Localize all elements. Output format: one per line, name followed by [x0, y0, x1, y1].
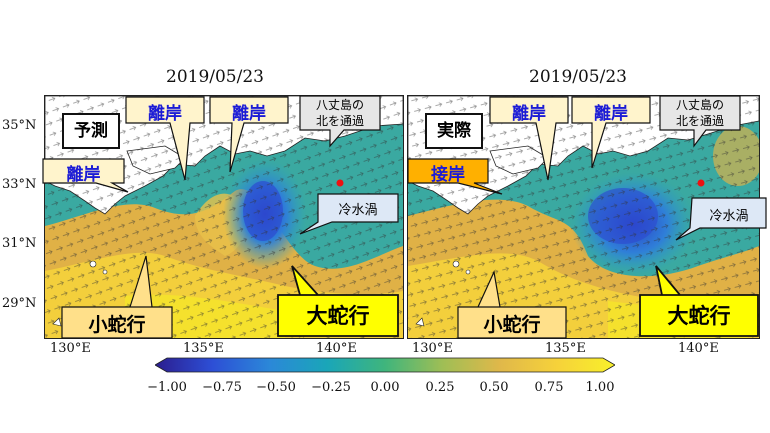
callout-hachijo-forecast: 八丈島の 北を通過: [315, 98, 364, 128]
callout-approach-actual: 接岸: [431, 165, 465, 185]
hachijo-marker: [697, 179, 705, 187]
lon-tick-130-p2: 130°E: [412, 341, 453, 356]
callout-detach-mid-forecast: 離岸: [148, 104, 182, 124]
lat-tick-33: 33°N: [2, 177, 37, 192]
lon-tick-130-p1: 130°E: [50, 341, 91, 356]
callout-large-meander-actual: 大蛇行: [667, 304, 731, 328]
callout-cold-eddy-forecast: 冷水渦: [338, 203, 378, 218]
colorbar-tick: −0.75: [202, 380, 242, 395]
colorbar-tick: 0.25: [425, 380, 455, 395]
lon-tick-135-p2: 135°E: [545, 341, 586, 356]
colorbar-tick: 0.00: [370, 380, 400, 395]
panel-1-title: 2019/05/23: [166, 67, 264, 87]
callout-cold-eddy-actual: 冷水渦: [709, 209, 749, 224]
lon-tick-140-p1: 140°E: [316, 341, 357, 356]
callout-detach-right-actual: 離岸: [594, 104, 628, 124]
label-box-actual: 実際: [425, 113, 483, 149]
colorbar: [155, 357, 615, 373]
colorbar-tick: −0.50: [256, 380, 296, 395]
lon-tick-135-p1: 135°E: [183, 341, 224, 356]
callout-hachijo-actual: 八丈島の 北を通過: [675, 98, 724, 128]
lat-tick-35: 35°N: [2, 118, 37, 133]
colorbar-tick: −0.25: [311, 380, 351, 395]
lat-tick-29: 29°N: [2, 296, 37, 311]
colorbar-tick: 0.75: [534, 380, 564, 395]
callout-small-meander-actual: 小蛇行: [483, 314, 541, 336]
hachijo-marker: [336, 179, 344, 187]
callout-small-meander-forecast: 小蛇行: [88, 314, 146, 336]
callout-large-meander-forecast: 大蛇行: [306, 304, 370, 328]
colorbar-tick: 0.50: [479, 380, 509, 395]
colorbar-tick: 1.00: [585, 380, 615, 395]
callout-detach-right-forecast: 離岸: [232, 104, 266, 124]
callout-detach-mid-actual: 離岸: [512, 104, 546, 124]
lat-tick-31: 31°N: [2, 236, 37, 251]
callout-detach-left-forecast: 離岸: [66, 165, 101, 185]
panel-2-title: 2019/05/23: [529, 67, 627, 87]
label-box-forecast: 予測: [62, 113, 120, 149]
lon-tick-140-p2: 140°E: [678, 341, 719, 356]
colorbar-tick: −1.00: [147, 380, 187, 395]
